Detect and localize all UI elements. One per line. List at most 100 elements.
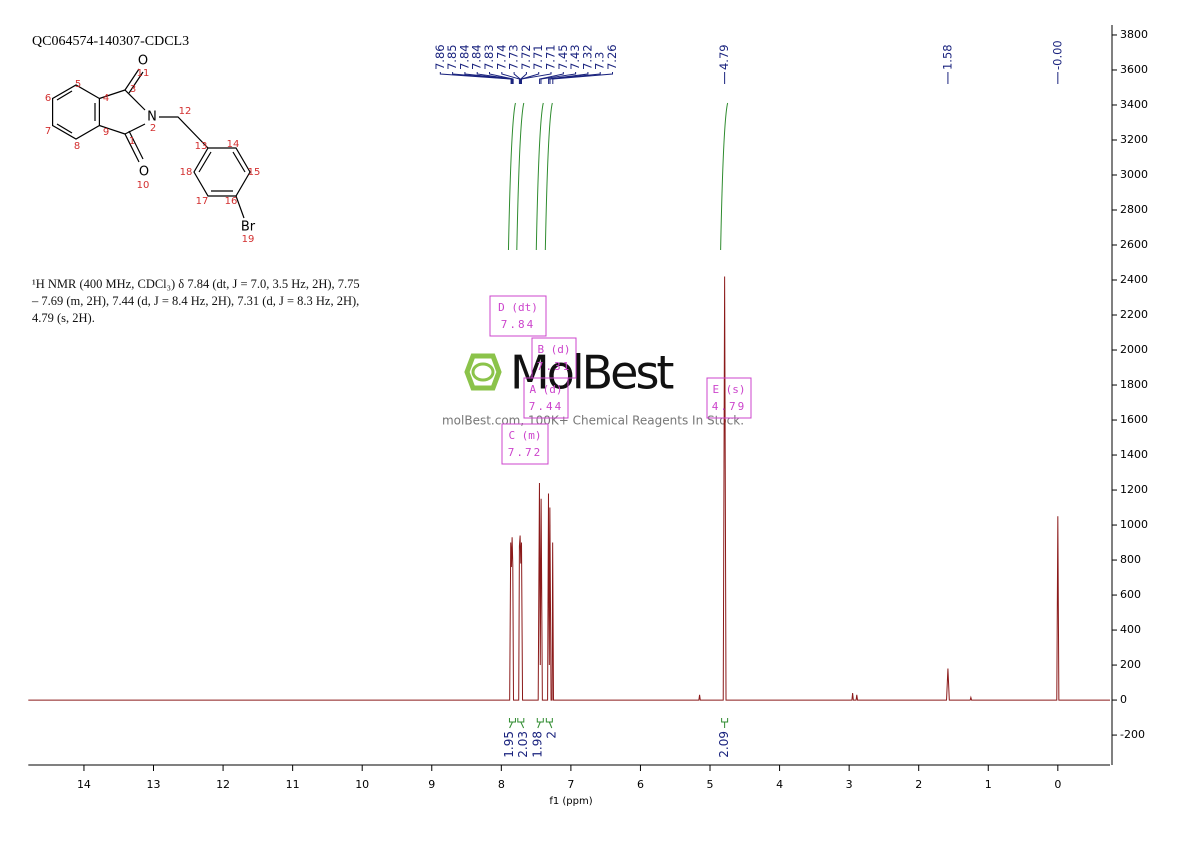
peak-label: 7.32 xyxy=(580,44,594,70)
nmr-description: ¹H NMR (400 MHz, CDCl₃) δ 7.84 (dt, J = … xyxy=(32,277,360,325)
peak-label: 7.73 xyxy=(507,44,521,70)
atom-number: 3 xyxy=(130,84,136,95)
x-tick-label: 8 xyxy=(498,778,505,791)
x-tick-label: 0 xyxy=(1054,778,1061,791)
atom-label: N xyxy=(147,110,157,125)
integral-curve xyxy=(507,102,516,251)
peak-label: 7.71 xyxy=(531,44,545,70)
atom-number: 12 xyxy=(179,106,192,117)
peak-label: 7.86 xyxy=(433,44,447,70)
peak-label: 7.85 xyxy=(445,44,459,70)
integral-bracket xyxy=(508,718,516,723)
integral-connector xyxy=(509,721,513,729)
peak-connector xyxy=(548,72,589,84)
x-tick-label: 5 xyxy=(707,778,714,791)
integral-label: 2 xyxy=(544,731,558,739)
peak-label: -0.00 xyxy=(1050,40,1064,70)
atom-number: 7 xyxy=(45,126,51,137)
multiplet-box xyxy=(501,423,549,465)
spectrum-trace xyxy=(28,276,1110,701)
atom-number: 19 xyxy=(242,234,255,245)
multiplet-label: B (d) xyxy=(537,343,570,356)
y-tick-label: 1600 xyxy=(1120,413,1148,426)
peak-label: 7.74 xyxy=(494,44,508,70)
integral-curve xyxy=(516,102,525,251)
multiplet-label: A (d) xyxy=(529,383,562,396)
y-tick-label: 1800 xyxy=(1120,378,1148,391)
peak-connector xyxy=(539,72,564,84)
atom-number: 18 xyxy=(180,167,193,178)
y-tick-label: 3800 xyxy=(1120,28,1148,41)
peak-connector xyxy=(552,72,614,84)
x-tick-label: 1 xyxy=(985,778,992,791)
atom-number: 1 xyxy=(129,136,135,147)
multiplet-shift: 7.72 xyxy=(508,446,543,459)
peak-label: 1.58 xyxy=(940,44,954,70)
y-tick-label: 3600 xyxy=(1120,63,1148,76)
integral-bracket xyxy=(517,718,525,723)
x-tick-label: 7 xyxy=(567,778,574,791)
x-tick-label: 11 xyxy=(286,778,300,791)
y-tick-label: 0 xyxy=(1120,693,1127,706)
watermark-icon-ring xyxy=(471,362,495,382)
x-tick-label: 12 xyxy=(216,778,230,791)
molecule-bonds xyxy=(51,68,251,219)
watermark-tagline: molBest.com, 100K+ Chemical Reagents In … xyxy=(442,414,744,428)
peak-label: 7.3 xyxy=(593,52,607,70)
y-tick-label: 1400 xyxy=(1120,448,1148,461)
peak-connector xyxy=(540,72,577,84)
integral-label: 1.95 xyxy=(502,731,516,758)
peak-connector xyxy=(520,72,552,84)
y-tick-label: 400 xyxy=(1120,623,1141,636)
atom-number: 4 xyxy=(103,93,109,104)
atom-number: 11 xyxy=(137,68,150,79)
x-tick-label: 3 xyxy=(846,778,853,791)
multiplet-label: E (s) xyxy=(712,383,745,396)
x-tick-label: 13 xyxy=(147,778,161,791)
x-tick-label: 2 xyxy=(915,778,922,791)
atom-number: 17 xyxy=(196,196,209,207)
multiplet-label: D (dt) xyxy=(498,301,538,314)
atom-number: 14 xyxy=(227,139,240,150)
x-tick-label: 9 xyxy=(428,778,435,791)
peak-connector xyxy=(520,72,527,84)
integral-connector xyxy=(548,721,553,729)
atom-number: 2 xyxy=(150,123,156,134)
x-tick-label: 4 xyxy=(776,778,783,791)
y-tick-label: 3000 xyxy=(1120,168,1148,181)
integral-bracket xyxy=(721,718,729,723)
multiplet-shift: 4.79 xyxy=(712,400,747,413)
peak-label: 7.45 xyxy=(556,44,570,70)
integral-curve xyxy=(535,102,544,251)
watermark-icon xyxy=(464,353,502,391)
chart-title: QC064574-140307-CDCL3 xyxy=(32,34,189,49)
multiplet-box xyxy=(706,377,752,419)
multiplet-box xyxy=(489,295,547,337)
peak-label: 7.84 xyxy=(457,44,471,70)
y-tick-label: 200 xyxy=(1120,658,1141,671)
atom-number: 5 xyxy=(75,79,81,90)
multiplet-box xyxy=(523,377,569,419)
x-tick-label: 6 xyxy=(637,778,644,791)
y-tick-label: -200 xyxy=(1120,728,1145,741)
integral-curve xyxy=(720,102,729,251)
integral-label: 2.09 xyxy=(717,731,731,758)
peak-connector xyxy=(476,72,513,84)
peak-connector xyxy=(513,72,521,84)
x-axis-label: f1 (ppm) xyxy=(549,796,592,807)
peak-label: 4.79 xyxy=(717,44,731,70)
multiplet-shift: 7.31 xyxy=(537,360,572,373)
integral-connector xyxy=(537,721,541,729)
y-tick-label: 2200 xyxy=(1120,308,1148,321)
atom-number: 8 xyxy=(74,141,80,152)
atom-number: 13 xyxy=(195,141,208,152)
multiplet-shift: 7.44 xyxy=(529,400,564,413)
peak-connector xyxy=(489,72,514,84)
atom-number: 10 xyxy=(137,180,150,191)
integral-connector xyxy=(520,721,525,729)
y-tick-label: 2600 xyxy=(1120,238,1148,251)
atom-number: 16 xyxy=(225,196,238,207)
peak-label: 7.43 xyxy=(568,44,582,70)
multiplet-shift: 7.84 xyxy=(501,318,536,331)
